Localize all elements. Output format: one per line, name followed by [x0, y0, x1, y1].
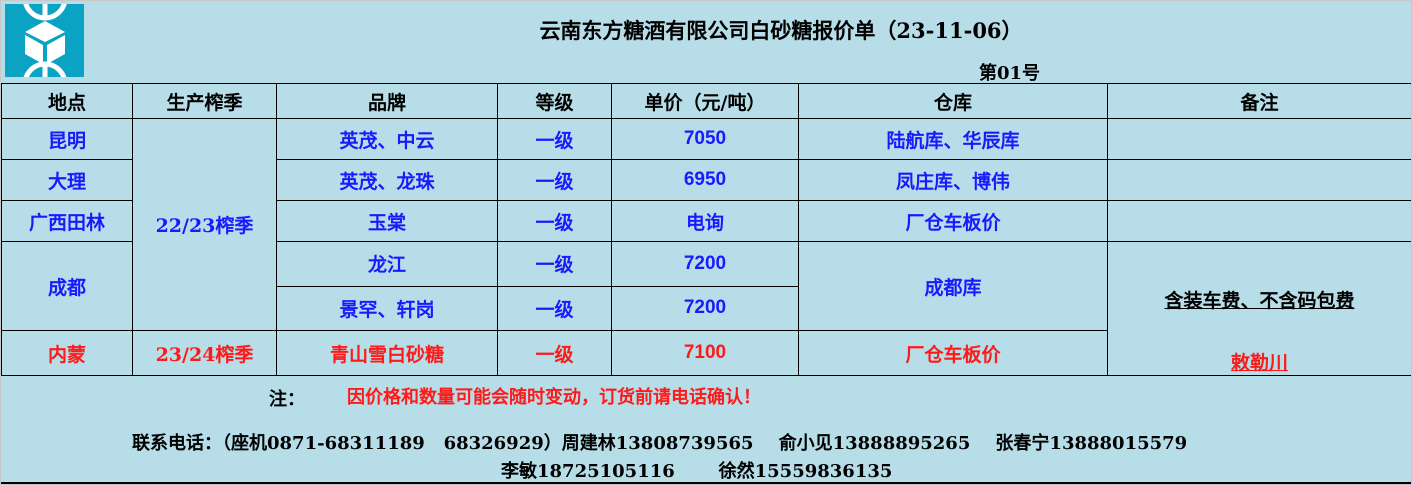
bottom-border: [1, 482, 1411, 484]
document-number: 第01号: [979, 63, 1041, 84]
table-row: 广西田林 玉棠 一级 电询 厂仓车板价: [1, 200, 1411, 242]
price-cell: 7050: [611, 118, 799, 160]
remark-brand: 敕勒川: [1230, 352, 1288, 374]
grade-cell: 一级: [497, 330, 612, 376]
remark-cell: [1107, 159, 1411, 201]
location-cell: 昆明: [1, 118, 133, 160]
remark-cell: [1107, 118, 1411, 160]
header-location: 地点: [1, 83, 133, 119]
price-cell: 7100: [611, 330, 799, 376]
grade-cell: 一级: [497, 159, 612, 201]
price-cell: 6950: [611, 159, 799, 201]
brand-cell: 青山雪白砂糖: [276, 330, 498, 376]
price-cell: 电询: [611, 200, 799, 242]
table-header-row: 地点 生产榨季 品牌 等级 单价（元/吨） 仓库 备注: [1, 83, 1411, 119]
remark-cell: 含装车费、不含码包费 敕勒川: [1107, 241, 1411, 376]
company-logo-icon: [5, 4, 84, 77]
page-title: 云南东方糖酒有限公司白砂糖报价单（23-11-06）: [539, 18, 1023, 43]
brand-cell: 玉棠: [276, 200, 498, 242]
season-cell: 23/24榨季: [132, 330, 277, 376]
warehouse-cell: 厂仓车板价: [798, 200, 1108, 242]
grade-cell: 一级: [497, 200, 612, 242]
remark-loading-fee: 含装车费、不含码包费: [1164, 290, 1355, 312]
warehouse-cell: 厂仓车板价: [798, 330, 1108, 376]
location-cell: 成都: [1, 240, 133, 332]
location-cell: 大理: [1, 159, 133, 201]
brand-cell: 英茂、龙珠: [276, 159, 498, 201]
season-cell: 22/23榨季: [132, 117, 277, 332]
grade-cell: 一级: [497, 118, 612, 160]
grade-cell: 一级: [497, 241, 612, 287]
warehouse-cell: 成都库: [798, 240, 1108, 332]
contact-phones-line-1: 联系电话：（座机0871-68311189 68326929）周建林138087…: [132, 433, 1188, 454]
location-cell: 广西田林: [1, 200, 133, 242]
note-label: 注：: [269, 389, 305, 410]
table-row: 昆明 22/23榨季 英茂、中云 一级 7050 陆航库、华辰库: [1, 117, 1411, 332]
table-row: 大理 英茂、龙珠 一级 6950 凤庄库、博伟: [1, 159, 1411, 201]
price-table: 地点 生产榨季 品牌 等级 单价（元/吨） 仓库 备注 昆明 22/23榨季 英…: [1, 83, 1412, 376]
remark-cell: [1107, 200, 1411, 242]
price-cell: 7200: [611, 241, 799, 287]
table-row: 成都 龙江 一级 7200 成都库 含装车费、不含码包费 敕勒川: [1, 240, 1411, 376]
table-row: 景罕、轩岗 一级 7200: [2, 285, 1412, 332]
header-remark: 备注: [1107, 83, 1411, 119]
brand-cell: 英茂、中云: [276, 118, 498, 160]
note-text: 因价格和数量可能会随时变动，订货前请电话确认！: [347, 387, 761, 408]
brand-cell: 景罕、轩岗: [276, 285, 498, 332]
header-warehouse: 仓库: [798, 83, 1108, 119]
brand-cell: 龙江: [276, 241, 498, 287]
table-row: 内蒙 23/24榨季 青山雪白砂糖 一级 7100 厂仓车板价: [1, 330, 1412, 376]
grade-cell: 一级: [497, 285, 612, 332]
location-cell: 内蒙: [1, 330, 133, 376]
header-season: 生产榨季: [132, 83, 277, 119]
header-grade: 等级: [497, 83, 612, 119]
warehouse-cell: 陆航库、华辰库: [798, 118, 1108, 160]
price-cell: 7200: [611, 285, 799, 332]
warehouse-cell: 凤庄库、博伟: [798, 159, 1108, 201]
header-brand: 品牌: [276, 83, 498, 119]
header-price: 单价（元/吨）: [611, 83, 799, 119]
contact-phones-line-2: 李敏18725105116 徐然15559836135: [501, 461, 893, 482]
